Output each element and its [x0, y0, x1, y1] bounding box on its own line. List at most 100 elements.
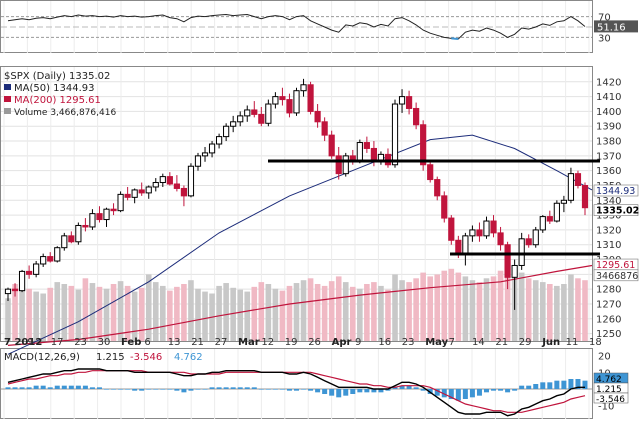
macd-histogram-bar: [512, 389, 518, 391]
candle-body: [131, 189, 138, 198]
candle: [215, 133, 223, 149]
candle: [117, 191, 124, 213]
candle: [469, 225, 476, 242]
macd-value-badge-text: -3.546: [596, 395, 625, 405]
candle: [342, 152, 349, 177]
macd-histogram-bar: [258, 389, 264, 390]
axis-layer: 1250126012701280129013001310132013301340…: [4, 13, 639, 413]
x-tick-label: 27: [215, 337, 228, 348]
x-tick-label: 9: [27, 337, 33, 348]
macd-histogram-bar: [533, 384, 539, 389]
candle: [244, 105, 251, 122]
candle-body: [258, 113, 265, 124]
volume-bar: [532, 280, 539, 341]
macd-histogram-bar: [483, 389, 489, 393]
candle: [187, 163, 195, 198]
macd-histogram-bar: [237, 387, 243, 389]
candle-body: [413, 107, 420, 126]
volume-bar: [237, 289, 244, 341]
volume-bar: [476, 282, 483, 341]
candle-body: [455, 239, 462, 255]
candle-body: [567, 173, 575, 201]
candle: [75, 222, 82, 245]
y-tick-label: 1280: [596, 285, 621, 296]
ma50-label: MA(50) 1344.93: [14, 83, 95, 94]
candle-body: [117, 193, 124, 212]
candle-body: [469, 229, 476, 237]
volume-bar: [469, 280, 476, 341]
volume-bar: [349, 286, 356, 341]
x-tick-label: 18: [589, 337, 602, 348]
macd-histogram-bar: [476, 389, 482, 396]
macd-histogram-bar: [195, 389, 201, 390]
macd-histogram-bar: [491, 389, 497, 391]
volume-bar: [504, 260, 511, 341]
candle-body: [532, 229, 539, 246]
price-badge-text: 3466876: [596, 271, 638, 282]
candle-body: [47, 256, 54, 262]
candle: [427, 161, 434, 183]
price-badge-text: 1295.61: [596, 260, 635, 271]
candle-body: [462, 235, 469, 255]
candle: [237, 111, 244, 127]
candle-body: [363, 142, 370, 149]
candle-body: [314, 110, 321, 123]
candle: [251, 101, 258, 118]
y-tick-label: 1370: [596, 151, 621, 162]
volume-bar: [258, 282, 265, 341]
macd-histogram-bar: [308, 389, 314, 391]
moving-average-layer: [7, 134, 593, 355]
candle: [476, 222, 483, 242]
volume-bar: [420, 272, 426, 341]
volume-bar: [54, 282, 61, 341]
candle-body: [138, 189, 145, 194]
candle-body: [490, 220, 497, 234]
macd-histogram-bar: [420, 389, 426, 391]
x-tick-label: 17: [51, 337, 64, 348]
x-tick-label: Jun: [541, 337, 560, 348]
macd-histogram-bar: [540, 382, 546, 389]
x-tick-label: 13: [168, 337, 181, 348]
candle: [173, 175, 180, 192]
macd-histogram-bar: [160, 389, 166, 390]
candle-body: [335, 155, 342, 175]
ma200-label: MA(200) 1295.61: [14, 95, 101, 106]
volume-bar: [110, 284, 117, 341]
macd-histogram-bar: [153, 389, 159, 390]
volume-bar: [357, 288, 363, 341]
volume-bar: [582, 280, 588, 341]
macd-value: 1.215: [96, 352, 125, 363]
volume-bar: [82, 278, 89, 341]
volume-bar: [328, 281, 335, 341]
candle: [441, 191, 448, 223]
volume-bar: [371, 282, 377, 341]
macd-value-badge: [593, 392, 629, 404]
macd-tick-label: 20: [598, 352, 611, 363]
macd-histogram-bar: [336, 389, 342, 398]
x-tick-label: Feb: [121, 337, 141, 348]
candle: [223, 123, 230, 142]
volume-bar: [399, 280, 405, 341]
macd-histogram-bar: [279, 389, 285, 390]
candle-body: [307, 84, 314, 112]
volume-bar: [413, 278, 419, 341]
volume-bar: [307, 278, 314, 341]
volume-bar: [145, 274, 152, 341]
volume-bar: [568, 274, 574, 341]
macd-value-badge-text: 1.215: [596, 385, 622, 395]
x-tick-label: 7: [449, 337, 455, 348]
candle-body: [504, 244, 511, 278]
rsi-line: [7, 13, 586, 40]
volume-bar: [547, 284, 553, 341]
macd-histogram-bar: [294, 389, 299, 391]
candle-body: [356, 142, 363, 163]
candle-body: [230, 121, 237, 127]
y-tick-label: 1320: [596, 225, 621, 236]
volume-bar: [181, 284, 187, 341]
volume-bar: [385, 289, 391, 341]
volume-bar: [96, 286, 103, 341]
candle: [490, 215, 497, 238]
volume-bar: [152, 282, 159, 341]
macd-histogram-bar: [322, 389, 328, 394]
volume-bar: [68, 285, 75, 341]
